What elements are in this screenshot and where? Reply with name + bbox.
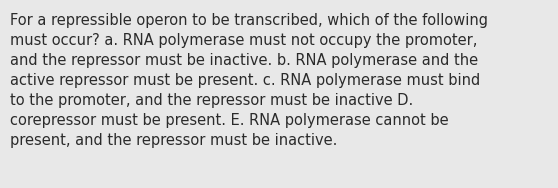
Text: For a repressible operon to be transcribed, which of the following
must occur? a: For a repressible operon to be transcrib… <box>10 13 488 148</box>
